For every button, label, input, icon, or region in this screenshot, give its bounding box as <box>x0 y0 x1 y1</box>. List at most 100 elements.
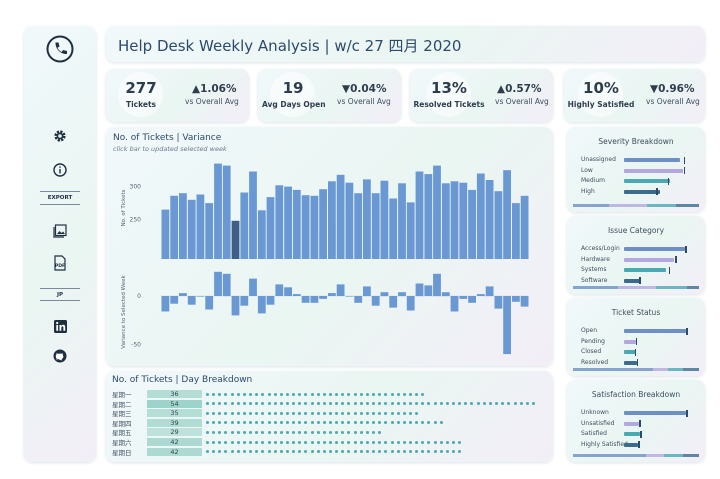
breakdown-bar[interactable] <box>624 257 674 262</box>
ticket-bar[interactable] <box>275 185 284 259</box>
variance-bar[interactable] <box>433 273 441 297</box>
breakdown-bar[interactable] <box>624 179 671 184</box>
ticket-bar[interactable] <box>179 193 187 259</box>
kpi-tickets[interactable]: 277 Tickets ▲1.06% vs Overall Avg <box>106 69 249 122</box>
ticket-bar[interactable] <box>187 199 196 259</box>
variance-bar[interactable] <box>468 296 476 303</box>
ticket-bar[interactable] <box>415 171 424 260</box>
variance-bar[interactable] <box>512 296 520 302</box>
kpi-highly-satisfied[interactable]: 10% Highly Satisfied ▼0.96% vs Overall A… <box>564 69 705 122</box>
breakdown-bar[interactable] <box>624 158 681 162</box>
variance-bar[interactable] <box>214 271 222 296</box>
ticket-bar[interactable] <box>345 182 354 259</box>
breakdown-bar[interactable] <box>624 247 685 251</box>
day-value-cell[interactable]: 54 <box>147 399 202 408</box>
ticket-bar[interactable] <box>196 194 205 260</box>
variance-bar[interactable] <box>450 296 459 312</box>
github-icon[interactable] <box>24 348 96 367</box>
variance-bar[interactable] <box>240 296 249 306</box>
day-value-cell[interactable]: 42 <box>147 438 202 446</box>
day-value-cell[interactable]: 39 <box>147 418 202 427</box>
variance-bar[interactable] <box>380 292 389 297</box>
variance-bar[interactable] <box>205 296 214 310</box>
variance-bar[interactable] <box>406 296 415 311</box>
kpi-avg-days-open[interactable]: 19 Avg Days Open ▼0.04% vs Overall Avg <box>258 69 401 122</box>
image-export-icon[interactable] <box>24 223 96 242</box>
day-value-cell[interactable]: 36 <box>147 390 202 398</box>
variance-bar[interactable] <box>494 296 503 309</box>
ticket-bar[interactable] <box>389 198 398 260</box>
ticket-bar[interactable] <box>441 183 450 259</box>
breakdown-bar[interactable] <box>624 350 636 355</box>
ticket-bar[interactable] <box>240 192 249 260</box>
ticket-bar[interactable] <box>257 210 266 259</box>
variance-bar[interactable] <box>275 284 284 296</box>
ticket-bar[interactable] <box>520 195 529 259</box>
pdf-export-icon[interactable]: PDF <box>24 255 96 275</box>
variance-bar[interactable] <box>363 286 371 297</box>
variance-bar[interactable] <box>424 285 433 296</box>
ticket-bar[interactable] <box>354 193 363 259</box>
ticket-bar[interactable] <box>231 220 240 259</box>
ticket-bar[interactable] <box>249 171 257 260</box>
ticket-bar[interactable] <box>459 182 468 259</box>
variance-bar[interactable] <box>187 296 196 305</box>
ticket-bar[interactable] <box>503 170 511 259</box>
ticket-bar[interactable] <box>301 195 310 259</box>
ticket-bar[interactable] <box>363 179 371 259</box>
ticket-bar[interactable] <box>398 183 406 259</box>
breakdown-bar[interactable] <box>624 339 636 344</box>
variance-bar[interactable] <box>319 296 327 299</box>
ticket-bar[interactable] <box>476 173 485 260</box>
variance-bar[interactable] <box>415 283 424 297</box>
variance-bar[interactable] <box>389 296 398 308</box>
variance-bar[interactable] <box>257 296 266 314</box>
linkedin-icon[interactable] <box>24 318 96 337</box>
variance-bar[interactable] <box>485 286 494 297</box>
variance-bar[interactable] <box>231 296 240 316</box>
ticket-bar[interactable] <box>468 189 476 259</box>
ticket-bar[interactable] <box>319 189 327 259</box>
ticket-bar[interactable] <box>512 203 520 259</box>
day-value-cell[interactable]: 35 <box>147 409 202 418</box>
ticket-bar[interactable] <box>406 202 415 259</box>
ticket-bar[interactable] <box>380 180 389 259</box>
variance-bar[interactable] <box>161 296 170 312</box>
variance-bar[interactable] <box>520 296 529 307</box>
phone-icon[interactable] <box>24 34 96 68</box>
ticket-bar[interactable] <box>284 186 292 259</box>
variance-bar[interactable] <box>222 273 231 297</box>
ticket-bar[interactable] <box>494 191 503 259</box>
breakdown-bar[interactable] <box>624 168 683 173</box>
breakdown-bar[interactable] <box>624 442 639 447</box>
variance-bar[interactable] <box>301 296 310 303</box>
day-value-cell[interactable]: 42 <box>147 447 202 456</box>
variance-bar[interactable] <box>284 287 292 296</box>
variance-bar[interactable] <box>249 278 257 296</box>
ticket-bar[interactable] <box>371 193 380 259</box>
variance-bar[interactable] <box>266 296 275 305</box>
variance-bar[interactable] <box>398 292 406 297</box>
ticket-bar[interactable] <box>222 165 231 259</box>
ticket-bar[interactable] <box>310 195 319 259</box>
ticket-bar[interactable] <box>161 209 170 259</box>
variance-bar[interactable] <box>345 296 354 297</box>
variance-bar[interactable] <box>328 293 336 296</box>
variance-bar[interactable] <box>196 296 205 297</box>
breakdown-bar[interactable] <box>624 411 687 415</box>
ticket-bar[interactable] <box>328 181 336 259</box>
ticket-bar[interactable] <box>450 181 459 259</box>
ticket-bar[interactable] <box>266 197 275 259</box>
breakdown-bar[interactable] <box>624 329 687 333</box>
gear-icon[interactable] <box>24 128 96 147</box>
variance-bar[interactable] <box>476 294 485 296</box>
day-value-cell[interactable]: 29 <box>147 428 202 437</box>
breakdown-bar[interactable] <box>624 268 667 273</box>
breakdown-bar[interactable] <box>624 278 640 283</box>
kpi-resolved-tickets[interactable]: 13% Resolved Tickets ▲0.57% vs Overall A… <box>410 69 553 122</box>
info-icon[interactable] <box>24 162 96 181</box>
ticket-bar[interactable] <box>485 180 494 259</box>
ticket-bar[interactable] <box>336 174 345 259</box>
variance-bar[interactable] <box>336 284 345 296</box>
